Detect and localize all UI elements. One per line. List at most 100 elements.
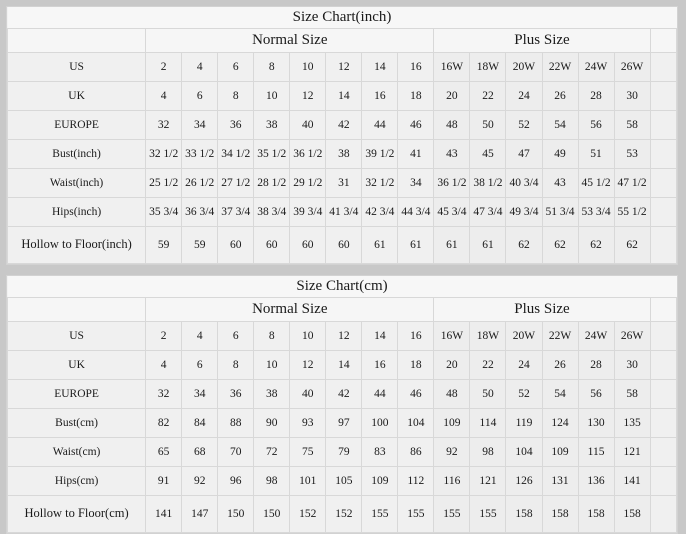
- cell-value: 24: [505, 350, 543, 380]
- table-row: Hollow to Floor(inch) 59 59 60 60 60 60 61 61 61 6…: [6, 226, 678, 264]
- cell-value: 62: [613, 226, 651, 264]
- cell-value: 14: [325, 350, 363, 380]
- cell-value: 93: [289, 408, 327, 438]
- cell-value: 32: [145, 110, 183, 140]
- cell-value: 6: [217, 52, 255, 82]
- group-header-plus-size: Plus Size: [433, 28, 651, 53]
- cell-value: 53 3/4: [577, 197, 615, 227]
- cell-value: 34: [181, 379, 219, 409]
- cell-value: 109: [361, 466, 399, 496]
- cell-spacer: [649, 168, 678, 198]
- cell-value: 158: [613, 495, 651, 533]
- cell-value: 6: [181, 350, 219, 380]
- size-table: Size Chart(cm) Normal Size Plus Size US 2 4 6 8…: [6, 276, 678, 533]
- cell-value: 34 1/2: [217, 139, 255, 169]
- cell-spacer: [649, 139, 678, 169]
- cell-spacer: [649, 408, 678, 438]
- cell-value: 39 3/4: [289, 197, 327, 227]
- cell-value: 100: [361, 408, 399, 438]
- cell-value: 38: [253, 379, 291, 409]
- cell-value: 84: [181, 408, 219, 438]
- cell-value: 28: [577, 350, 615, 380]
- cell-value: 36: [217, 379, 255, 409]
- cell-spacer: [649, 495, 678, 533]
- cell-spacer: [649, 197, 678, 227]
- cell-value: 14: [325, 81, 363, 111]
- chart-title: Size Chart(inch): [7, 7, 677, 29]
- cell-value: 141: [145, 495, 183, 533]
- table-row: Hips(cm) 91 92 96 98 101 105 109 112 116 121 126 131…: [6, 466, 678, 496]
- cell-value: 8: [253, 52, 291, 82]
- cell-value: 98: [469, 437, 507, 467]
- cell-value: 16W: [433, 321, 471, 351]
- cell-value: 8: [217, 350, 255, 380]
- table-row: US 2 4 6 8 10 12 14 16 16W 18W 20W 22W 24W 26W: [6, 321, 678, 351]
- cell-value: 40: [289, 379, 327, 409]
- cell-value: 47: [505, 139, 543, 169]
- cell-value: 18W: [469, 52, 507, 82]
- cell-value: 121: [469, 466, 507, 496]
- cell-value: 2: [145, 321, 183, 351]
- cell-value: 121: [613, 437, 651, 467]
- chart-title-row: Size Chart(inch): [7, 7, 677, 29]
- cell-value: 114: [469, 408, 507, 438]
- cell-spacer: [649, 52, 678, 82]
- cell-value: 38 1/2: [469, 168, 507, 198]
- cell-value: 44: [361, 379, 399, 409]
- cell-spacer: [649, 350, 678, 380]
- group-header-blank: [649, 297, 678, 322]
- group-header-normal-size: Normal Size: [145, 28, 435, 53]
- row-label: Hollow to Floor(cm): [6, 495, 147, 533]
- cell-value: 24: [505, 81, 543, 111]
- cell-value: 61: [469, 226, 507, 264]
- cell-value: 119: [505, 408, 543, 438]
- cell-value: 18W: [469, 321, 507, 351]
- cell-value: 136: [577, 466, 615, 496]
- cell-value: 30: [613, 81, 651, 111]
- cell-value: 35 1/2: [253, 139, 291, 169]
- cell-value: 18: [397, 350, 435, 380]
- cell-value: 60: [325, 226, 363, 264]
- cell-value: 158: [577, 495, 615, 533]
- row-label: Bust(inch): [6, 139, 147, 169]
- cell-value: 29 1/2: [289, 168, 327, 198]
- cell-value: 4: [181, 52, 219, 82]
- cell-value: 115: [577, 437, 615, 467]
- cell-value: 27 1/2: [217, 168, 255, 198]
- cell-value: 96: [217, 466, 255, 496]
- row-label: UK: [6, 81, 147, 111]
- cell-value: 6: [217, 321, 255, 351]
- row-label: EUROPE: [6, 379, 147, 409]
- group-header-blank: [6, 28, 147, 53]
- cell-value: 53: [613, 139, 651, 169]
- table-row: Hips(inch) 35 3/4 36 3/4 37 3/4 38 3/4 39 3/4…: [6, 197, 678, 227]
- cell-value: 90: [253, 408, 291, 438]
- cell-value: 130: [577, 408, 615, 438]
- cell-value: 51 3/4: [541, 197, 579, 227]
- cell-spacer: [649, 110, 678, 140]
- cell-value: 62: [577, 226, 615, 264]
- cell-value: 109: [541, 437, 579, 467]
- cell-value: 98: [253, 466, 291, 496]
- cell-value: 45: [469, 139, 507, 169]
- table-row: UK 4 6 8 10 12 14 16 18 20 22 24 26 28 30: [6, 350, 678, 380]
- cell-value: 2: [145, 52, 183, 82]
- cell-value: 35 3/4: [145, 197, 183, 227]
- cell-value: 61: [433, 226, 471, 264]
- cell-value: 38: [253, 110, 291, 140]
- cell-value: 158: [541, 495, 579, 533]
- cell-value: 16W: [433, 52, 471, 82]
- cell-value: 38: [325, 139, 363, 169]
- group-header-row: Normal Size Plus Size: [6, 28, 678, 53]
- cell-value: 75: [289, 437, 327, 467]
- cell-value: 4: [145, 350, 183, 380]
- cell-value: 59: [145, 226, 183, 264]
- cell-value: 36 3/4: [181, 197, 219, 227]
- cell-value: 135: [613, 408, 651, 438]
- cell-value: 18: [397, 81, 435, 111]
- cell-value: 62: [505, 226, 543, 264]
- cell-value: 20W: [505, 321, 543, 351]
- cell-value: 38 3/4: [253, 197, 291, 227]
- cell-value: 16: [397, 52, 435, 82]
